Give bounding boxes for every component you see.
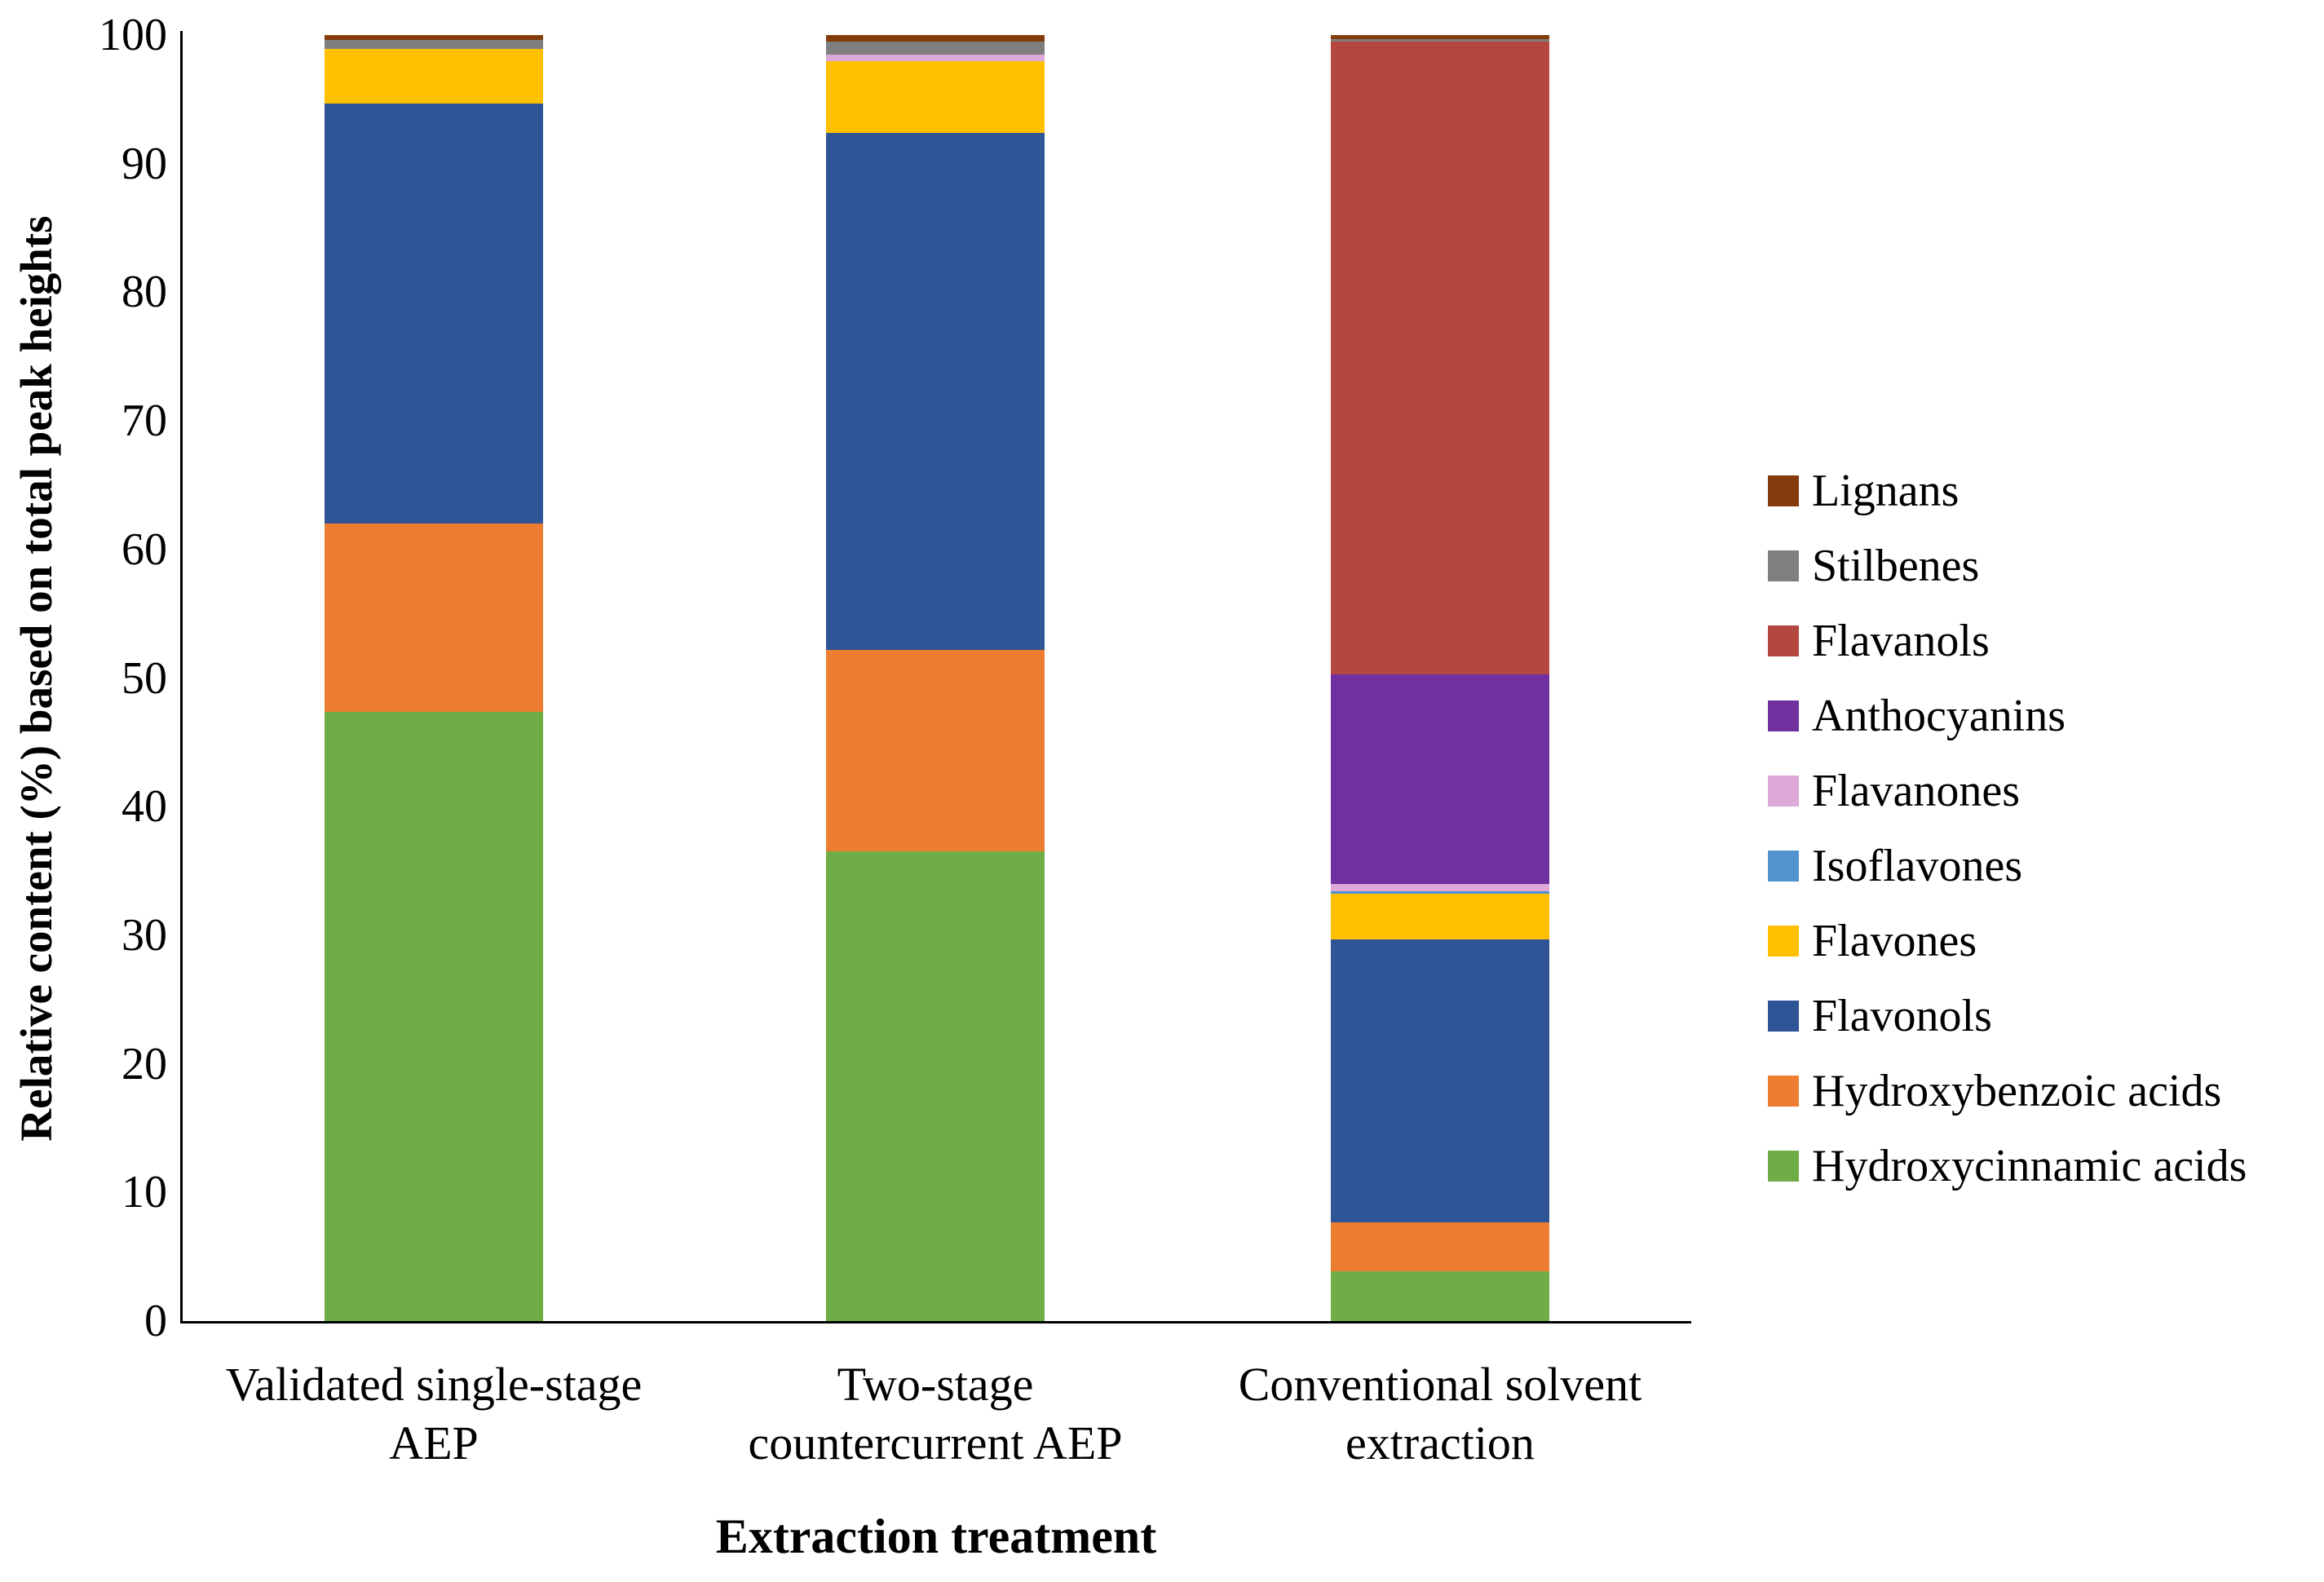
- legend-item: Flavonols: [1768, 979, 2247, 1054]
- x-category-label: Two-stage countercurrent AEP: [748, 1358, 1123, 1469]
- legend-label: Flavonols: [1812, 991, 1992, 1041]
- y-axis-line: [180, 31, 183, 1323]
- legend-swatch: [1768, 926, 1799, 957]
- legend-item: Flavanones: [1768, 753, 2247, 829]
- x-axis-title: Extraction treatment: [715, 1509, 1157, 1563]
- x-axis-line: [180, 1321, 1691, 1323]
- bar-segment: [826, 41, 1045, 55]
- x-category-label: Conventional solvent extraction: [1238, 1358, 1642, 1469]
- x-category-label: Validated single-stage AEP: [225, 1358, 643, 1469]
- legend-label: Stilbenes: [1812, 541, 1980, 591]
- legend-item: Flavanols: [1768, 603, 2247, 678]
- bar-segment: [325, 49, 543, 104]
- bar-segment: [1331, 38, 1549, 42]
- legend-label: Flavones: [1812, 916, 1977, 966]
- bar-segment: [1331, 41, 1549, 674]
- legend-label: Hydroxybenzoic acids: [1812, 1066, 2222, 1116]
- y-tick-label: 0: [144, 1296, 167, 1346]
- y-tick-label: 20: [122, 1038, 167, 1089]
- bar-segment: [1331, 883, 1549, 891]
- bar-3: [1331, 35, 1549, 1321]
- bar-segment: [1331, 890, 1549, 895]
- bar-segment: [826, 60, 1045, 133]
- legend-label: Isoflavones: [1812, 841, 2023, 891]
- bar-segment: [1331, 894, 1549, 939]
- bar-segment: [325, 39, 543, 50]
- bar-segment: [325, 103, 543, 524]
- legend-swatch: [1768, 550, 1799, 581]
- legend-swatch: [1768, 625, 1799, 656]
- bar-segment: [826, 851, 1045, 1321]
- legend-label: Hydroxycinnamic acids: [1812, 1141, 2247, 1191]
- bar-segment: [1331, 1222, 1549, 1271]
- legend-swatch: [1768, 851, 1799, 882]
- legend-item: Flavones: [1768, 904, 2247, 979]
- bar-segment: [1331, 939, 1549, 1222]
- legend-item: Lignans: [1768, 453, 2247, 528]
- bar-segment: [325, 711, 543, 1321]
- y-tick-label: 40: [122, 781, 167, 833]
- bar-segment: [325, 35, 543, 40]
- bar-segment: [826, 35, 1045, 42]
- bar-segment: [1331, 35, 1549, 39]
- bar-segment: [1331, 1270, 1549, 1321]
- y-tick-label: 30: [122, 909, 167, 961]
- y-tick-label: 90: [122, 138, 167, 189]
- legend-swatch: [1768, 776, 1799, 806]
- legend-label: Flavanones: [1812, 766, 2021, 816]
- legend-item: Stilbenes: [1768, 528, 2247, 603]
- legend-item: Isoflavones: [1768, 829, 2247, 904]
- legend-item: Anthocyanins: [1768, 678, 2247, 753]
- bar-segment: [1331, 674, 1549, 884]
- bar-segment: [826, 649, 1045, 852]
- legend-label: Anthocyanins: [1812, 691, 2066, 741]
- y-tick-label: 10: [122, 1167, 167, 1218]
- legend-label: Lignans: [1812, 466, 1959, 516]
- y-tick-label: 50: [122, 652, 167, 704]
- chart-legend: Lignans Stilbenes Flavanols Anthocyanins Fla…: [1768, 453, 2247, 1204]
- y-tick-label: 100: [99, 10, 167, 60]
- legend-swatch: [1768, 1076, 1799, 1107]
- legend-swatch: [1768, 475, 1799, 506]
- legend-swatch: [1768, 1001, 1799, 1032]
- legend-swatch: [1768, 1151, 1799, 1182]
- legend-item: Hydroxybenzoic acids: [1768, 1054, 2247, 1129]
- y-tick-label: 80: [122, 267, 167, 318]
- bar-1: [325, 35, 543, 1321]
- bar-segment: [325, 524, 543, 712]
- y-tick-label: 60: [122, 524, 167, 575]
- legend-swatch: [1768, 700, 1799, 731]
- bar-segment: [826, 132, 1045, 650]
- bar-segment: [826, 54, 1045, 61]
- bar-2: [826, 35, 1045, 1321]
- legend-item: Hydroxycinnamic acids: [1768, 1129, 2247, 1204]
- y-tick-label: 70: [122, 396, 167, 447]
- legend-label: Flavanols: [1812, 616, 1990, 666]
